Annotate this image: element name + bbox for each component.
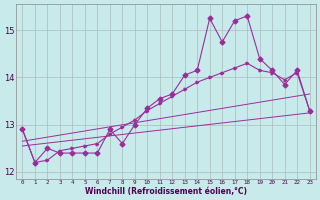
X-axis label: Windchill (Refroidissement éolien,°C): Windchill (Refroidissement éolien,°C) — [85, 187, 247, 196]
